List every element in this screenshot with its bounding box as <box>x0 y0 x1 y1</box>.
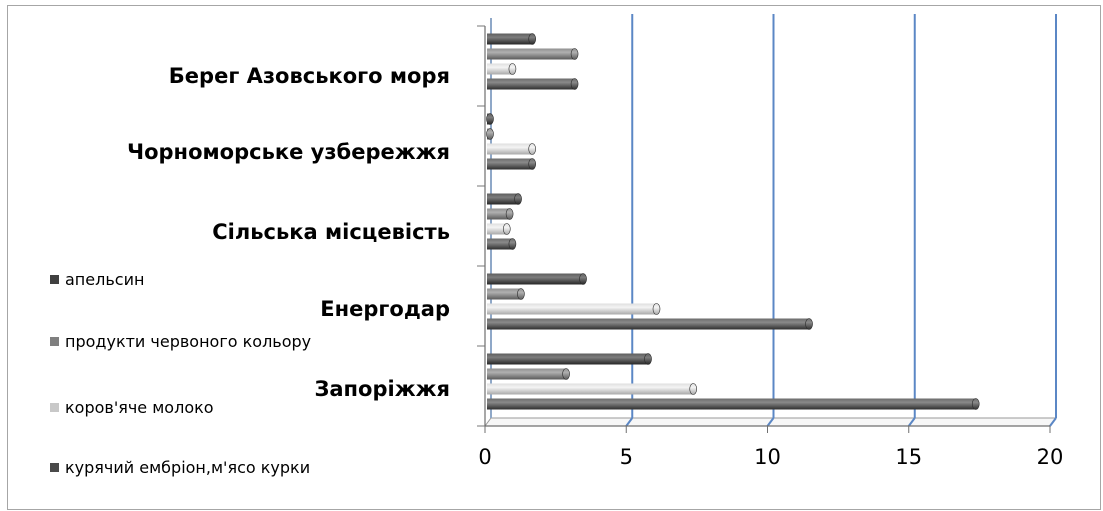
bar-body <box>487 398 976 410</box>
gridline-floor <box>625 417 634 427</box>
legend-swatch <box>50 403 59 412</box>
gridline-floor <box>1049 417 1057 427</box>
gridlines <box>625 14 1057 427</box>
bar <box>487 353 652 365</box>
bar-cap <box>517 288 525 300</box>
bar <box>487 78 579 90</box>
legend-label: коров'яче молоко <box>65 398 214 417</box>
bar <box>487 158 537 170</box>
bar-body <box>487 143 533 155</box>
bar-cap <box>528 158 537 170</box>
bar-body <box>487 288 521 300</box>
category-label: Чорноморське узбережжя <box>127 140 450 164</box>
x-tick-label: 5 <box>620 445 633 469</box>
legend-entry: курячий ембріон,м'ясо курки <box>50 456 350 480</box>
bar-cap <box>562 368 570 380</box>
category-label: Берег Азовського моря <box>168 64 450 88</box>
bar-body <box>487 383 694 395</box>
bar-cap <box>805 318 813 330</box>
gridline-floor <box>907 417 916 427</box>
bars <box>486 33 980 410</box>
bar-body <box>487 193 519 205</box>
x-tick-label: 20 <box>1037 445 1064 469</box>
bar <box>487 383 698 395</box>
gridline-floor <box>766 417 775 427</box>
bar-body <box>487 368 567 380</box>
category-label: Запоріжжя <box>314 377 450 401</box>
axes <box>477 25 1051 433</box>
bar-body <box>487 303 657 315</box>
bar <box>487 368 570 380</box>
bar <box>486 128 494 140</box>
bar-body <box>487 33 533 45</box>
bar-cap <box>971 398 980 410</box>
bar <box>487 223 511 235</box>
bar-body <box>487 158 533 170</box>
legend-label: апельсин <box>65 270 145 289</box>
chart-frame: 0 5 10 15 20 Запоріжжя Енергодар Сільська місц… <box>7 5 1101 510</box>
bar <box>487 33 537 45</box>
legend-swatch <box>50 463 59 472</box>
legend-swatch <box>50 337 59 346</box>
bar-cap <box>505 208 514 220</box>
bar-cap <box>528 33 537 45</box>
x-tick-label: 10 <box>754 445 781 469</box>
bar-body <box>487 273 584 285</box>
bar-cap <box>508 63 517 75</box>
legend-entry: апельсин <box>50 268 350 292</box>
bar-body <box>487 223 507 235</box>
bar <box>487 208 514 220</box>
bar <box>487 63 517 75</box>
x-tick-labels: 0 5 10 15 20 <box>478 445 1063 469</box>
bar-cap <box>528 143 537 155</box>
legend-entry: продукти червоного кольору <box>50 330 350 354</box>
bar-body <box>487 318 810 330</box>
bar <box>487 193 522 205</box>
bar-cap <box>486 113 494 125</box>
legend-entry: коров'яче молоко <box>50 396 350 420</box>
bar <box>487 288 525 300</box>
category-label: Сільська місцевість <box>212 220 450 244</box>
bar-body <box>487 48 575 60</box>
bar <box>487 48 579 60</box>
bar-cap <box>652 303 661 315</box>
bar <box>487 303 661 315</box>
bar <box>487 318 813 330</box>
legend-swatch <box>50 275 59 284</box>
bar <box>487 398 980 410</box>
bar-body <box>487 63 513 75</box>
bar-chart: 0 5 10 15 20 <box>477 14 1063 469</box>
bar-body <box>487 208 510 220</box>
bar-cap <box>644 353 652 365</box>
x-tick-label: 0 <box>478 445 491 469</box>
x-tick-label: 15 <box>895 445 922 469</box>
bar <box>487 143 537 155</box>
legend-label: курячий ембріон,м'ясо курки <box>65 458 311 477</box>
bar-cap <box>486 128 494 140</box>
bar-cap <box>570 78 579 90</box>
bar-cap <box>508 238 517 250</box>
bar <box>487 238 517 250</box>
bar-cap <box>689 383 698 395</box>
bar-cap <box>514 193 522 205</box>
bar-cap <box>570 48 579 60</box>
legend-label: продукти червоного кольору <box>65 332 312 351</box>
bar-body <box>487 238 513 250</box>
bar-cap <box>502 223 511 235</box>
bar <box>486 113 494 125</box>
bar-body <box>487 353 649 365</box>
bar-body <box>487 78 575 90</box>
bar-cap <box>579 273 587 285</box>
bar <box>487 273 587 285</box>
category-label: Енергодар <box>320 297 450 321</box>
